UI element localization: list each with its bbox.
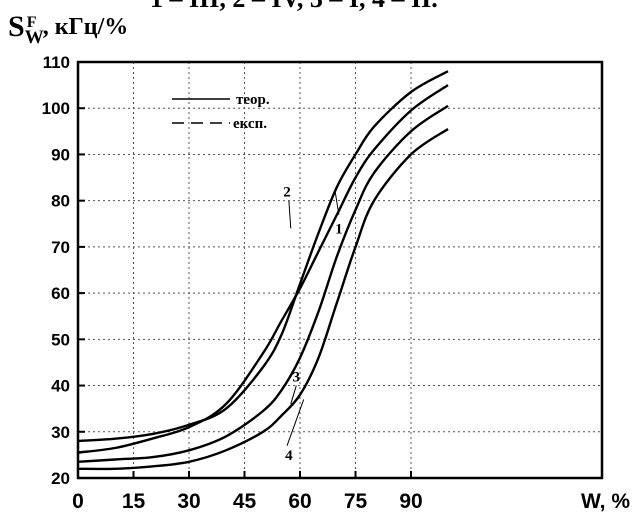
y-tick-label: 30: [51, 423, 70, 442]
x-tick-label: 45: [233, 490, 257, 513]
leader-line-2: [289, 201, 291, 229]
legend: теор. експ.: [172, 92, 270, 132]
y-tick-label: 50: [51, 330, 70, 349]
x-tick-label: 0: [72, 490, 84, 513]
x-tick-label: 30: [177, 490, 200, 513]
x-tick-label: 60: [288, 490, 311, 513]
grid: [78, 62, 602, 478]
y-tick-label: 40: [51, 377, 70, 396]
curve-label-4: 4: [285, 448, 293, 464]
y-tick-label: 20: [51, 469, 70, 488]
x-tick-label: 15: [122, 490, 146, 513]
plot-frame: [78, 62, 602, 478]
y-tick-label: 70: [51, 238, 70, 257]
leader-line-1: [335, 191, 339, 214]
x-tick-label: 90: [399, 490, 422, 513]
legend-label-theor: теор.: [236, 92, 270, 108]
curve-label-3: 3: [293, 369, 301, 385]
y-tick-label: 100: [42, 99, 70, 118]
y-tick-label: 90: [51, 145, 70, 164]
curve-label-1: 1: [335, 221, 343, 237]
y-tick-label: 110: [43, 53, 70, 72]
y-tick-label: 60: [51, 284, 70, 303]
legend-label-exp: експ.: [233, 116, 267, 132]
curve-label-2: 2: [283, 184, 291, 200]
x-axis-label: W, %: [581, 490, 630, 513]
y-tick-label: 80: [51, 192, 70, 211]
x-tick-label: 75: [344, 490, 368, 513]
